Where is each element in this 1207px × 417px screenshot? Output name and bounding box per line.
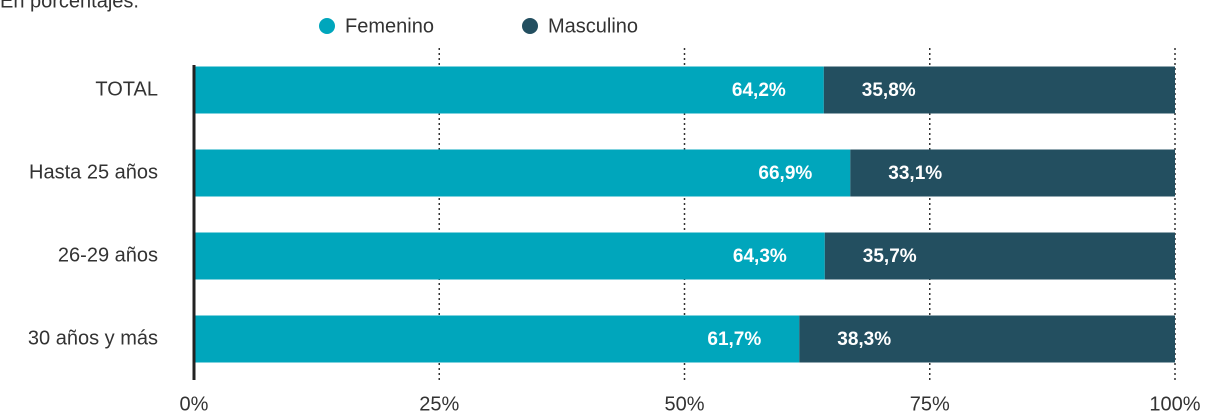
x-tick-label: 75%	[910, 393, 950, 415]
x-tick-label: 50%	[664, 393, 704, 415]
y-tick-label: Hasta 25 años	[29, 161, 158, 183]
chart-subtitle: En porcentajes.	[0, 0, 139, 12]
bar-segment	[799, 315, 1175, 363]
y-tick-label: 30 años y más	[28, 327, 158, 349]
x-tick-label: 25%	[419, 393, 459, 415]
bar-segment	[194, 232, 825, 280]
bar-segment	[824, 232, 1175, 280]
legend-marker	[319, 18, 335, 34]
x-tick-label: 100%	[1149, 393, 1200, 415]
value-label: 66,9%	[758, 163, 812, 184]
bar-segment	[823, 66, 1175, 114]
x-tick-label: 0%	[180, 393, 209, 415]
value-label: 64,3%	[733, 246, 787, 267]
value-label: 38,3%	[837, 329, 891, 350]
value-label: 33,1%	[888, 163, 942, 184]
value-label: 64,2%	[732, 80, 786, 101]
value-label: 35,8%	[862, 80, 916, 101]
bar-segment	[194, 66, 824, 114]
legend-label: Masculino	[548, 15, 638, 37]
bar-segment	[194, 149, 851, 197]
bar-segment	[194, 315, 800, 363]
bar-segment	[850, 149, 1175, 197]
value-label: 61,7%	[707, 329, 761, 350]
y-tick-label: 26-29 años	[58, 244, 158, 266]
legend-label: Femenino	[345, 15, 434, 37]
y-tick-label: TOTAL	[95, 78, 158, 100]
value-label: 35,7%	[863, 246, 917, 267]
legend-marker	[522, 18, 538, 34]
